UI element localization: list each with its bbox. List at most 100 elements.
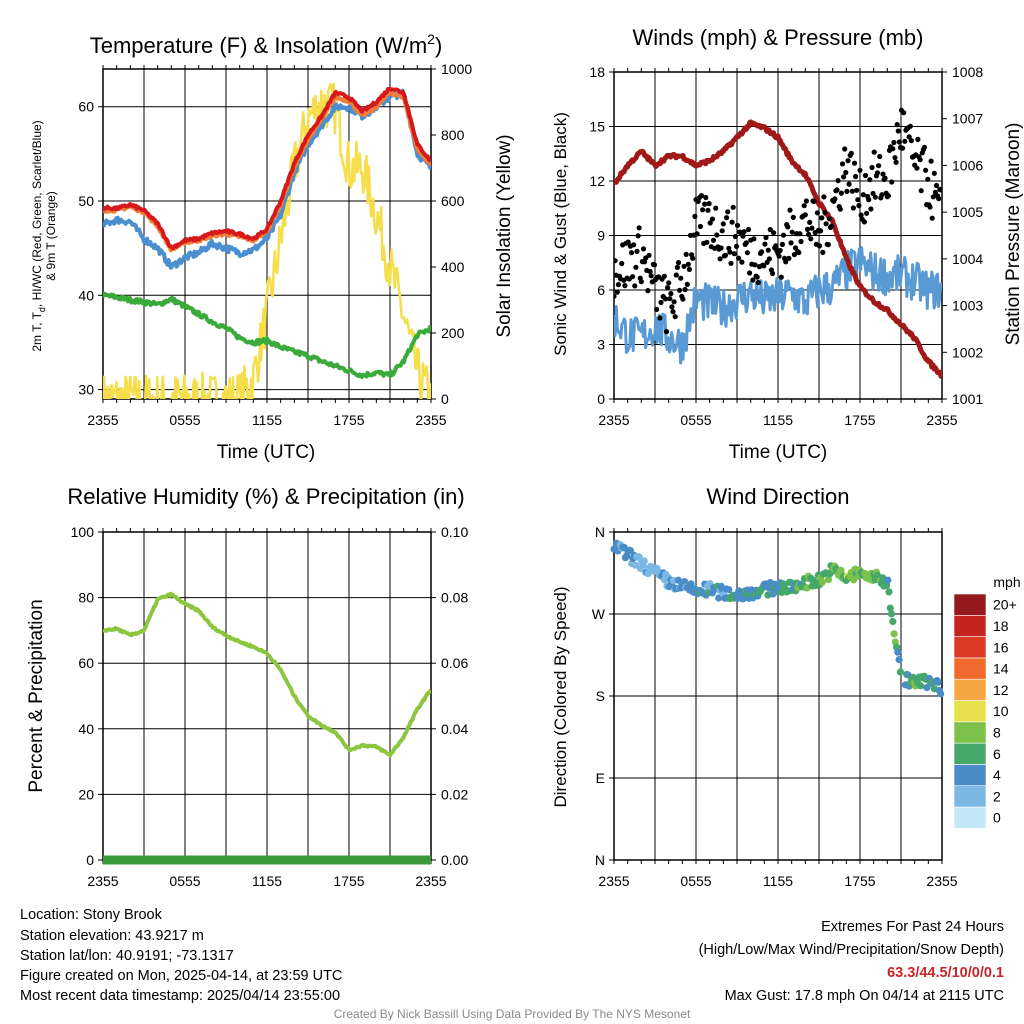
y-right-tick-label: 400 <box>441 259 465 275</box>
gust-point <box>809 225 815 231</box>
y-tick-label: 18 <box>589 64 605 80</box>
gust-point <box>861 219 868 225</box>
gust-point <box>678 275 684 281</box>
gust-point <box>667 296 673 302</box>
gust-point <box>820 249 826 255</box>
gust-point <box>703 194 709 201</box>
gust-point <box>710 237 717 243</box>
gust-point <box>661 273 667 279</box>
gust-point <box>818 228 824 234</box>
gust-point <box>726 245 732 251</box>
gust-point <box>837 206 843 212</box>
gust-point <box>893 159 899 165</box>
y-tick-label: 100 <box>71 524 95 540</box>
footer-elevation: Station elevation: 43.9217 m <box>20 928 204 944</box>
pressure-ylabel-right: Station Pressure (Maroon) <box>1003 123 1024 346</box>
gust-point <box>796 249 802 256</box>
gust-point <box>855 197 861 203</box>
gust-point <box>918 188 924 194</box>
x-tick-label: 0555 <box>680 873 711 889</box>
legend-swatch <box>953 593 987 616</box>
gust-point <box>826 216 833 222</box>
gust-point <box>933 182 940 189</box>
legend-label: 16 <box>993 639 1009 655</box>
gust-point <box>690 255 696 261</box>
gust-point <box>823 221 829 227</box>
y-tick-label: 40 <box>78 287 94 303</box>
gust-point <box>906 134 912 140</box>
legend-label: 12 <box>993 682 1009 698</box>
gust-point <box>779 241 786 247</box>
legend-swatch <box>953 721 987 744</box>
y-tick-label: 80 <box>78 590 94 606</box>
gust-point <box>776 253 782 259</box>
speed-legend-title: mph <box>993 574 1020 590</box>
gust-point <box>894 122 900 128</box>
gust-point <box>778 274 784 280</box>
gust-point <box>783 259 789 265</box>
gust-point <box>877 153 883 160</box>
gust-point <box>706 201 712 207</box>
gust-point <box>743 240 749 246</box>
gust-point <box>761 263 767 269</box>
footer-latlon: Station lat/lon: 40.9191; -73.1317 <box>20 948 234 964</box>
gust-point <box>803 198 810 204</box>
gust-point <box>725 209 731 215</box>
gust-point <box>727 249 733 255</box>
temperature-ylabel-left-2: & 9m T (Orange) <box>44 191 58 281</box>
temperature-line <box>103 86 431 251</box>
direction-point <box>895 656 903 664</box>
gust-point <box>734 222 741 228</box>
gust-point <box>874 170 881 176</box>
gust-point <box>751 236 757 242</box>
gust-point <box>787 207 793 213</box>
gust-point <box>814 210 821 216</box>
gust-point <box>724 215 730 221</box>
x-tick-label: 2355 <box>87 873 118 889</box>
gust-point <box>614 289 620 295</box>
y-right-tick-label: 1007 <box>952 111 983 127</box>
gust-point <box>632 283 638 289</box>
gust-point <box>838 190 845 196</box>
rh-line <box>103 591 431 758</box>
gust-point <box>675 260 682 266</box>
gust-point <box>780 232 787 238</box>
gust-point <box>938 187 942 193</box>
gust-point <box>841 174 847 180</box>
gust-point <box>635 233 641 239</box>
gust-point <box>709 216 716 222</box>
gust-point <box>892 155 898 161</box>
gust-point <box>615 282 622 288</box>
y-tick-label: 30 <box>78 382 94 398</box>
temperature-ylabel-left: 2m T, Td, HI/WC (Red, Green, Scarlet/Blu… <box>30 120 47 351</box>
gust-point <box>891 139 897 146</box>
y-tick-label: 60 <box>78 99 94 115</box>
footer-created: Figure created on Mon, 2025-04-14, at 23… <box>20 968 343 984</box>
direction-point <box>837 566 845 575</box>
y-tick-label: S <box>596 688 605 704</box>
gust-point <box>868 206 874 212</box>
x-tick-label: 1155 <box>763 412 793 428</box>
gust-point <box>672 314 678 320</box>
direction-point <box>886 604 894 612</box>
legend-label: 4 <box>993 767 1001 783</box>
wind-ylabel-left: Sonic Wind & Gust (Blue, Black) <box>551 112 570 356</box>
direction-point <box>850 576 858 584</box>
gust-point <box>733 243 740 249</box>
gust-point <box>880 171 886 177</box>
gust-point <box>614 258 618 264</box>
gust-point <box>719 228 725 234</box>
x-tick-label: 0555 <box>169 873 200 889</box>
y-tick-label: 3 <box>597 337 605 353</box>
gust-point <box>915 136 921 142</box>
gust-point <box>816 243 823 249</box>
gust-point <box>807 219 813 225</box>
extremes-title: Extremes For Past 24 Hours <box>821 919 1004 935</box>
y-right-tick-label: 0 <box>441 391 449 407</box>
gust-point <box>921 144 928 150</box>
x-tick-label: 1755 <box>333 873 364 889</box>
gust-point <box>802 212 808 218</box>
x-tick-label: 0555 <box>680 412 711 428</box>
x-tick-label: 1755 <box>844 873 875 889</box>
x-tick-label: 2355 <box>415 412 446 428</box>
